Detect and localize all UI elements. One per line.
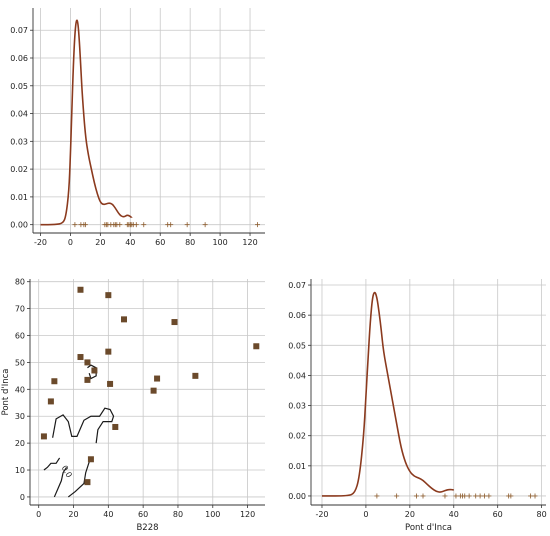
x-tick-label: 20 — [68, 510, 78, 519]
scatter-point — [87, 456, 94, 463]
scatter-point — [107, 380, 114, 387]
scatter-point — [121, 316, 127, 323]
scatter-point — [154, 375, 161, 382]
y-tick-label: 0.00 — [10, 221, 28, 230]
scatter-point — [47, 398, 54, 405]
scatter-point — [51, 378, 58, 385]
x-tick-label: -20 — [315, 510, 328, 519]
y-tick-label: 10 — [15, 466, 25, 475]
x-tick-label: 40 — [449, 510, 459, 519]
y-tick-label: 0.01 — [288, 462, 306, 471]
bottom-left-scatter-panel: 0 20 40 60 80 100 120 0 10 20 30 40 50 60 70 80 B228 Pont… — [1, 278, 265, 533]
x-tick-label: 80 — [185, 238, 195, 247]
y-tick-label: 0.07 — [10, 26, 28, 35]
x-tick-label: 100 — [205, 510, 220, 519]
y-axis-title: Pont d'Inca — [1, 369, 11, 416]
y-tick-label: 40 — [15, 385, 25, 394]
y-tick-label: 30 — [15, 412, 25, 421]
x-tick-label: 0 — [363, 510, 368, 519]
x-tick-label: 60 — [493, 510, 503, 519]
x-tick-label: 0 — [36, 510, 41, 519]
y-tick-label: 80 — [15, 278, 25, 287]
scatter-point — [84, 376, 91, 383]
x-tick-label: 60 — [138, 510, 148, 519]
x-tick-label: 100 — [212, 238, 227, 247]
density-contour — [53, 467, 68, 498]
scatter-point — [40, 433, 47, 440]
scatter-point — [84, 479, 91, 486]
y-tick-label: 0.04 — [10, 110, 28, 119]
x-tick-label: 120 — [240, 510, 255, 519]
x-tick-label: 20 — [95, 238, 105, 247]
kde-density-line — [40, 19, 133, 226]
scatter-point — [192, 372, 199, 379]
x-tick-label: 20 — [405, 510, 415, 519]
density-contour — [52, 407, 115, 444]
y-tick-label: 50 — [15, 358, 25, 367]
density-contour — [67, 461, 90, 498]
scatter-point — [84, 359, 91, 366]
x-tick-label: 60 — [155, 238, 165, 247]
y-tick-label: 0.03 — [288, 402, 306, 411]
y-tick-label: 0.00 — [288, 492, 306, 501]
y-tick-label: 0.01 — [10, 193, 28, 202]
scatter-point — [77, 286, 84, 293]
y-tick-label: 0.05 — [288, 341, 306, 350]
scatter-point — [77, 354, 84, 361]
x-axis-title: Pont d'Inca — [405, 523, 452, 533]
x-tick-label: -20 — [34, 238, 47, 247]
scatter-point — [112, 423, 119, 430]
y-tick-label: 0.07 — [288, 281, 306, 290]
y-tick-label: 0.02 — [10, 165, 28, 174]
scatter-point — [91, 367, 98, 374]
y-tick-label: 70 — [15, 305, 25, 314]
x-tick-label: 40 — [125, 238, 135, 247]
y-tick-label: 0.02 — [288, 432, 306, 441]
y-tick-label: 0.06 — [288, 311, 306, 320]
y-tick-label: 0.03 — [10, 137, 28, 146]
bottom-right-kde-panel: -20 0 20 40 60 80 0.00 0.01 0.02 0.03 0.04 0.05 0.06… — [288, 279, 547, 533]
y-tick-label: 0.04 — [288, 371, 306, 380]
x-tick-label: 40 — [103, 510, 113, 519]
kde-density-line — [321, 291, 455, 497]
x-tick-label: 80 — [537, 510, 547, 519]
y-tick-label: 60 — [15, 332, 25, 341]
density-contour — [43, 457, 61, 471]
y-tick-label: 0.05 — [10, 82, 28, 91]
scatter-point — [105, 348, 112, 355]
y-tick-label: 20 — [15, 439, 25, 448]
scatter-point — [171, 319, 178, 326]
x-tick-label: 80 — [173, 510, 183, 519]
y-tick-label: 0.06 — [10, 54, 28, 63]
scatter-point — [150, 387, 157, 394]
top-left-kde-panel: -20 0 20 40 60 80 100 120 0.00 0.01 0.02 0.03 0.04 0.… — [10, 8, 265, 247]
x-tick-label: 120 — [242, 238, 257, 247]
scatter-point — [105, 292, 112, 299]
x-axis-title: B228 — [136, 523, 158, 533]
x-tick-label: 0 — [68, 238, 73, 247]
y-tick-label: 0 — [20, 493, 25, 502]
scatter-point — [253, 343, 260, 350]
